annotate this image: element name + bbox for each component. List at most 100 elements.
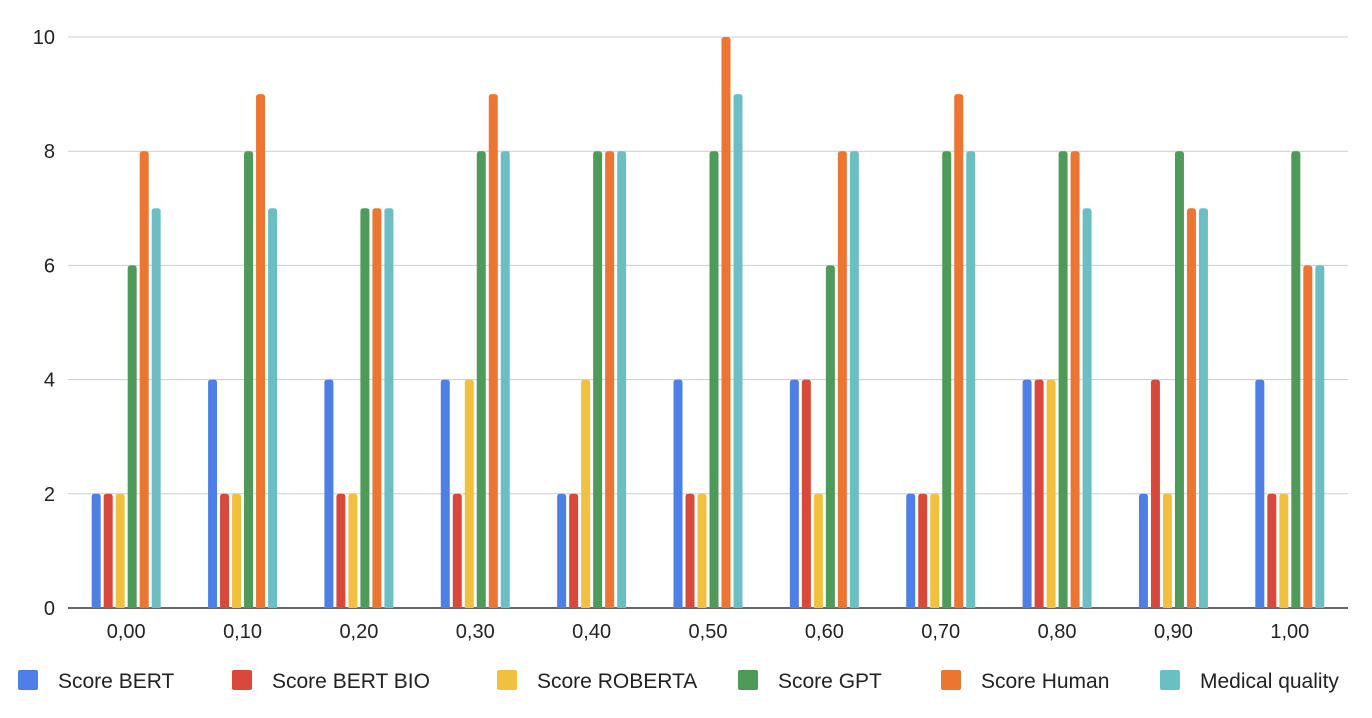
legend-swatch [232,670,252,690]
bar-score-human-7 [954,94,964,609]
bar-score-gpt-10 [1291,151,1301,608]
bar-score-roberta-8 [1046,379,1056,608]
legend-label: Score Human [981,670,1109,693]
bar-score-human-0 [139,151,149,608]
y-axis-tick-labels: 0 2 4 6 8 10 [33,27,55,620]
bar-medical-quality-1 [268,208,278,609]
bar-medical-quality-5 [733,94,743,609]
bar-score-bert-9 [1138,493,1148,608]
legend-label: Score ROBERTA [537,670,697,693]
x-tick-label: 0,10 [223,621,262,643]
legend: Score BERT Score BERT BIO Score ROBERTA Sco… [18,670,1339,693]
y-tick-label: 4 [44,370,55,392]
bar-medical-quality-10 [1315,265,1325,608]
x-tick-label: 0,50 [689,621,728,643]
legend-label: Medical quality [1200,670,1339,693]
x-tick-label: 0,40 [572,621,611,643]
x-tick-label: 0,00 [107,621,146,643]
y-tick-label: 0 [44,598,55,620]
bar-score-bert-bio-6 [801,379,811,608]
bars [91,37,1325,609]
bar-score-bert-bio-4 [569,493,579,608]
bar-score-bert-0 [91,493,101,608]
legend-swatch [941,670,961,690]
bar-score-gpt-9 [1174,151,1184,608]
x-tick-label: 0,30 [456,621,495,643]
legend-label: Score BERT BIO [272,670,430,693]
y-tick-label: 10 [33,27,55,49]
bar-score-bert-bio-10 [1267,493,1277,608]
bar-score-human-4 [605,151,615,608]
legend-swatch [497,670,517,690]
x-tick-label: 0,20 [339,621,378,643]
bar-score-roberta-0 [115,493,125,608]
bar-score-roberta-9 [1162,493,1172,608]
bar-score-gpt-8 [1058,151,1068,608]
y-tick-label: 6 [44,255,55,277]
bar-score-human-1 [256,94,266,609]
legend-label: Score GPT [778,670,882,693]
bar-medical-quality-3 [500,151,510,608]
bar-score-gpt-2 [360,208,370,609]
bar-medical-quality-2 [384,208,394,609]
bar-score-human-3 [488,94,498,609]
bar-score-human-10 [1303,265,1313,608]
bar-score-roberta-7 [930,493,940,608]
legend-label: Score BERT [58,670,174,693]
bar-score-roberta-6 [813,493,823,608]
legend-swatch [738,670,758,690]
bar-score-gpt-3 [476,151,486,608]
bar-score-bert-7 [906,493,916,608]
x-tick-label: 1,00 [1270,621,1309,643]
bar-medical-quality-9 [1198,208,1208,609]
bar-score-gpt-1 [244,151,254,608]
bar-score-roberta-4 [581,379,591,608]
x-axis-tick-labels: 0,00 0,10 0,20 0,30 0,40 0,50 0,60 0,70 0,80 0,90… [107,621,1310,643]
bar-score-gpt-0 [127,265,137,608]
bar-medical-quality-8 [1082,208,1092,609]
bar-score-roberta-5 [697,493,707,608]
gridlines [68,36,1348,609]
bar-medical-quality-7 [966,151,976,608]
bar-score-roberta-10 [1279,493,1289,608]
bar-score-bert-10 [1255,379,1265,608]
y-tick-label: 2 [44,484,55,506]
bar-score-bert-bio-1 [220,493,230,608]
bar-score-gpt-5 [709,151,719,608]
bar-score-bert-bio-5 [685,493,695,608]
bar-score-roberta-2 [348,493,358,608]
bar-score-human-6 [837,151,847,608]
bar-score-roberta-3 [464,379,474,608]
bar-score-bert-bio-9 [1150,379,1160,608]
bar-score-roberta-1 [232,493,242,608]
bar-score-human-2 [372,208,382,609]
bar-score-gpt-7 [942,151,952,608]
bar-score-bert-bio-2 [336,493,346,608]
bar-score-bert-3 [440,379,450,608]
bar-score-bert-6 [789,379,799,608]
bar-score-bert-bio-7 [918,493,928,608]
bar-score-human-8 [1070,151,1080,608]
bar-medical-quality-4 [617,151,627,608]
bar-score-bert-8 [1022,379,1032,608]
bar-score-bert-2 [324,379,334,608]
y-tick-label: 8 [44,141,55,163]
bar-score-bert-1 [208,379,218,608]
bar-score-gpt-6 [825,265,835,608]
bar-medical-quality-0 [151,208,161,609]
bar-score-human-9 [1186,208,1196,609]
bar-score-gpt-4 [593,151,603,608]
bar-score-bert-bio-3 [452,493,462,608]
x-tick-label: 0,90 [1154,621,1193,643]
bar-score-human-5 [721,37,731,608]
bar-score-bert-bio-0 [103,493,113,608]
bar-score-bert-5 [673,379,683,608]
bar-score-bert-bio-8 [1034,379,1044,608]
x-tick-label: 0,70 [921,621,960,643]
bar-medical-quality-6 [849,151,859,608]
x-tick-label: 0,60 [805,621,844,643]
legend-swatch [1160,670,1180,690]
legend-swatch [18,670,38,690]
x-tick-label: 0,80 [1038,621,1077,643]
